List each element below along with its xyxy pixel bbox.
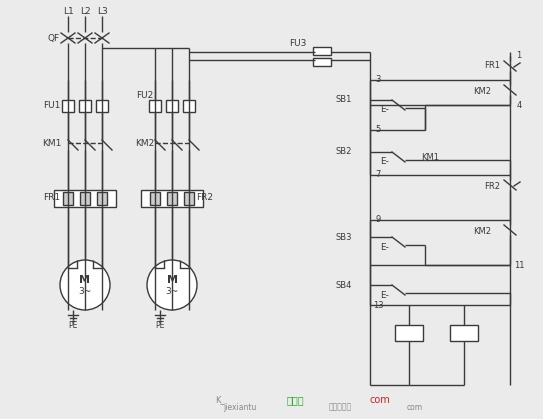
Text: E-: E- bbox=[381, 290, 389, 300]
Bar bbox=[97, 192, 107, 205]
Text: QF: QF bbox=[48, 34, 60, 42]
Text: KM1: KM1 bbox=[42, 139, 62, 147]
Text: 1: 1 bbox=[516, 52, 522, 60]
Circle shape bbox=[60, 260, 110, 310]
Bar bbox=[395, 325, 423, 341]
Text: E-: E- bbox=[381, 158, 389, 166]
Text: KM2: KM2 bbox=[473, 228, 491, 236]
Text: K_: K_ bbox=[215, 396, 225, 404]
Text: M: M bbox=[167, 275, 178, 285]
Bar bbox=[313, 58, 331, 66]
Text: 5: 5 bbox=[375, 126, 381, 134]
Bar bbox=[183, 100, 195, 112]
Text: SB4: SB4 bbox=[336, 280, 352, 290]
Text: 11: 11 bbox=[514, 261, 524, 269]
Bar bbox=[150, 192, 160, 205]
Text: KM2: KM2 bbox=[135, 139, 155, 147]
Text: E-: E- bbox=[381, 243, 389, 251]
Text: jiexiantu: jiexiantu bbox=[223, 403, 257, 411]
Text: 3~: 3~ bbox=[78, 287, 92, 297]
Bar bbox=[184, 192, 194, 205]
Text: FR1: FR1 bbox=[484, 62, 500, 70]
Bar bbox=[313, 47, 331, 55]
Text: FU1: FU1 bbox=[43, 101, 61, 111]
Text: SB1: SB1 bbox=[336, 96, 352, 104]
Text: KM1: KM1 bbox=[421, 153, 439, 161]
Bar bbox=[149, 100, 161, 112]
Bar bbox=[167, 192, 177, 205]
Text: PE: PE bbox=[155, 321, 165, 331]
Bar bbox=[63, 192, 73, 205]
Bar bbox=[96, 100, 108, 112]
Bar bbox=[62, 100, 74, 112]
Text: L1: L1 bbox=[62, 8, 73, 16]
Text: L2: L2 bbox=[80, 8, 90, 16]
Text: com: com bbox=[370, 395, 390, 405]
Text: 接线图: 接线图 bbox=[286, 395, 304, 405]
Text: E-: E- bbox=[381, 106, 389, 114]
Text: 中国电子网: 中国电子网 bbox=[329, 403, 351, 411]
Text: L3: L3 bbox=[97, 8, 108, 16]
Bar bbox=[80, 192, 90, 205]
Bar bbox=[450, 325, 478, 341]
Text: com: com bbox=[407, 403, 423, 411]
Text: SB3: SB3 bbox=[336, 233, 352, 241]
Text: FR1: FR1 bbox=[43, 194, 61, 202]
Text: 7: 7 bbox=[375, 171, 381, 179]
Text: 13: 13 bbox=[372, 300, 383, 310]
Text: 4: 4 bbox=[516, 101, 522, 109]
Text: 3~: 3~ bbox=[166, 287, 179, 297]
Bar bbox=[79, 100, 91, 112]
Text: FR2: FR2 bbox=[484, 183, 500, 191]
Text: M: M bbox=[79, 275, 91, 285]
Text: 3: 3 bbox=[375, 75, 381, 85]
Text: FU3: FU3 bbox=[289, 39, 307, 49]
Text: FU2: FU2 bbox=[136, 91, 154, 99]
Text: PE: PE bbox=[68, 321, 78, 331]
Bar bbox=[54, 190, 116, 207]
Text: KM2: KM2 bbox=[473, 88, 491, 96]
Text: 9: 9 bbox=[375, 215, 381, 225]
Text: SB2: SB2 bbox=[336, 147, 352, 157]
Circle shape bbox=[147, 260, 197, 310]
Bar bbox=[141, 190, 203, 207]
Text: FR2: FR2 bbox=[197, 194, 213, 202]
Bar bbox=[166, 100, 178, 112]
